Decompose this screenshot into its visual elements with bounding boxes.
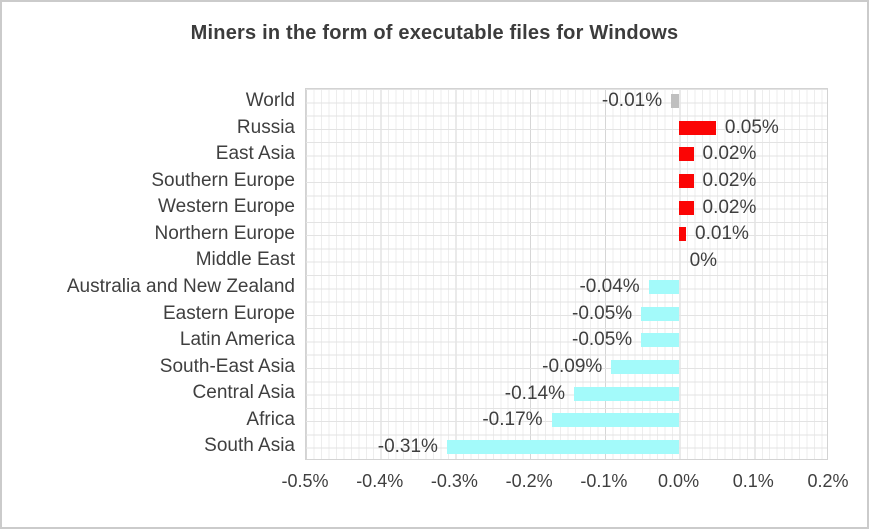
category-label: Middle East — [195, 249, 295, 271]
bar — [678, 120, 716, 135]
value-label: 0.02% — [702, 170, 757, 191]
bar — [678, 227, 687, 242]
value-label: 0% — [689, 249, 718, 271]
x-tick-label: -0.2% — [505, 471, 553, 491]
value-label: -0.01% — [601, 90, 663, 112]
value-label: 0.02% — [702, 196, 757, 218]
bar — [678, 200, 694, 215]
x-tick-label: -0.1% — [580, 471, 628, 491]
value-label: -0.09% — [542, 356, 603, 377]
value-label: 0.05% — [724, 116, 779, 138]
category-label: East Asia — [215, 143, 295, 165]
value-label: 0.01% — [695, 223, 749, 245]
x-tick-label: 0.2% — [807, 471, 849, 491]
x-tick-label: -0.5% — [281, 471, 329, 491]
bar — [573, 386, 679, 401]
bar — [611, 360, 679, 374]
value-label: -0.05% — [572, 302, 633, 324]
category-label: Western Europe — [158, 196, 295, 218]
bar — [648, 280, 679, 295]
bar — [671, 94, 679, 109]
plot-area — [305, 88, 828, 460]
bar — [446, 439, 679, 454]
category-label: Central Asia — [192, 382, 295, 404]
value-label: -0.14% — [504, 382, 565, 404]
category-label: Southern Europe — [151, 169, 295, 191]
value-label: -0.31% — [377, 435, 438, 457]
x-tick-label: 0.0% — [658, 471, 700, 491]
category-label: South Asia — [204, 435, 295, 457]
bar — [641, 306, 679, 321]
bar — [678, 147, 694, 162]
x-tick-label: -0.3% — [430, 471, 478, 491]
value-label: -0.04% — [579, 276, 640, 298]
category-label: Africa — [246, 408, 295, 430]
bar — [551, 413, 679, 428]
bar — [678, 174, 694, 188]
category-label: World — [245, 90, 295, 111]
chart-title: Miners in the form of executable files f… — [190, 22, 679, 44]
value-label: -0.05% — [572, 329, 633, 351]
category-label: Australia and New Zealand — [66, 276, 295, 297]
x-tick-label: -0.4% — [356, 471, 404, 491]
category-label: Russia — [236, 116, 295, 138]
category-label: Eastern Europe — [162, 302, 295, 324]
category-label: Latin America — [179, 329, 295, 351]
category-label: Northern Europe — [154, 222, 295, 244]
value-label: 0.02% — [702, 143, 757, 165]
x-tick-label: 0.1% — [732, 471, 774, 491]
category-label: South-East Asia — [159, 355, 295, 377]
bar — [641, 333, 679, 348]
value-label: -0.17% — [482, 409, 543, 431]
